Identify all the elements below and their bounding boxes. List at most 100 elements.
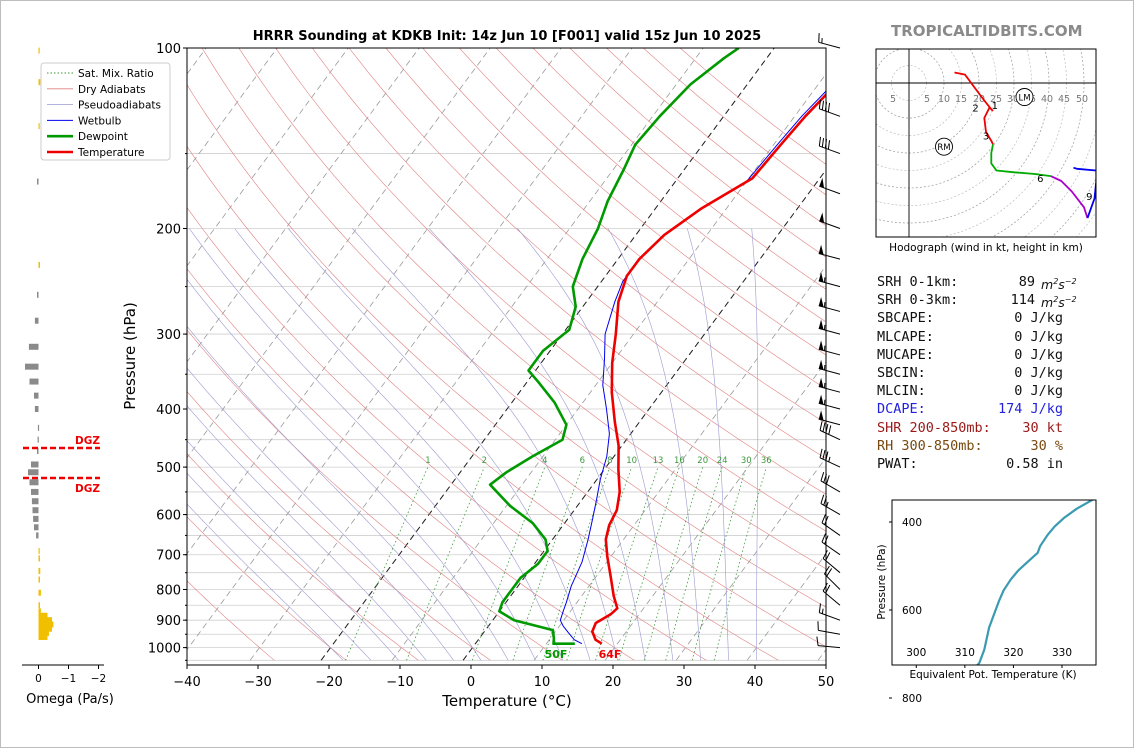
x-tick-label: 50 [818, 675, 835, 690]
mixing-ratio-line [566, 466, 633, 661]
mixing-ratio-line [644, 466, 704, 661]
isotherm-line [817, 648, 826, 661]
barb-shaft [819, 108, 841, 117]
pseudoadiabat [687, 228, 729, 661]
dry-adiabat [187, 580, 275, 661]
y-tick-label: 1000 [148, 642, 181, 657]
omega-bar [38, 633, 48, 640]
dry-adiabat [348, 48, 826, 459]
barb-shaft [819, 429, 841, 441]
mixing-ratio-label: 2 [482, 456, 487, 466]
barb-full [826, 475, 830, 485]
wind-barb [817, 621, 841, 635]
dry-adiabat [569, 48, 826, 258]
param-row: SBCIN: 0 J/kg [877, 364, 1097, 382]
omega-bar [28, 469, 39, 476]
omega-bar [37, 291, 39, 298]
hodo-ring [629, 0, 1134, 363]
param-value: 0 J/kg [1014, 328, 1063, 345]
hodo-segment [954, 71, 994, 112]
dry-adiabat [385, 48, 826, 424]
legend-label: Dewpoint [78, 131, 128, 143]
y-tick-label: 200 [156, 222, 181, 237]
x-tick-label: 30 [676, 675, 693, 690]
omega-bar [36, 532, 39, 539]
barb-half [826, 501, 829, 507]
barb-full [824, 101, 828, 112]
legend-label: Wetbulb [78, 115, 122, 127]
pseudoadiabat [517, 228, 674, 661]
x-tick-label: −30 [244, 675, 271, 690]
param-row: SRH 0-1km: 89 m2s−2 [877, 273, 1097, 292]
isotherm-line [187, 48, 562, 555]
theta-x-tick-label: 310 [955, 647, 975, 659]
param-row: SHR 200-850mb: 30 kt [877, 419, 1097, 437]
hodo-ring-label: 5 [924, 94, 930, 105]
storm-motion-label: LM [1018, 94, 1030, 104]
wind-barb [816, 636, 841, 649]
hodo-ring-label: 10 [938, 94, 950, 105]
dry-adiabat [187, 207, 707, 661]
y-axis-label: Pressure (hPa) [121, 302, 139, 410]
param-label: RH 300-850mb: [877, 437, 983, 454]
legend-label: Sat. Mix. Ratio [78, 68, 154, 80]
param-unit: m2s−2 [1041, 295, 1077, 311]
wind-barb [821, 533, 841, 556]
skewt-frame [186, 47, 827, 666]
param-value: 0.58 in [1006, 455, 1063, 472]
param-label: SBCAPE: [877, 310, 934, 327]
hodo-ring [647, 0, 1134, 346]
hodo-height-label: 1 [992, 101, 998, 112]
legend-label: Temperature [77, 147, 145, 159]
mixing-ratio-line [406, 466, 485, 661]
theta-x-axis-label: Equivalent Pot. Temperature (K) [909, 669, 1076, 681]
x-tick-label: −20 [315, 675, 342, 690]
omega-bar [31, 488, 39, 495]
hodo-height-label: 9 [1086, 192, 1092, 203]
mixing-ratio-label: 30 [741, 456, 752, 466]
pseudoadiabat [189, 228, 536, 661]
wind-barb [818, 377, 841, 393]
mixing-ratio-label: 13 [653, 456, 664, 466]
pseudoadiabat [187, 325, 482, 661]
mixing-ratio-line [713, 466, 767, 661]
param-value: 114 [1010, 292, 1035, 309]
barb-flag [819, 212, 825, 223]
hodo-ring-label: 30 [1007, 94, 1019, 105]
omega-bar [38, 629, 49, 636]
barb-full [827, 102, 831, 113]
isotherm-line [889, 48, 1134, 660]
wind-barb [818, 340, 841, 356]
wind-barb [818, 410, 841, 426]
dry-adiabat [187, 145, 779, 661]
mixing-ratio-label: 36 [761, 456, 772, 466]
param-row: SRH 0-3km: 114 m2s−2 [877, 291, 1097, 311]
theta-e-area [975, 500, 1095, 665]
mixing-ratio-label: 8 [607, 456, 612, 466]
barb-flag [818, 377, 824, 388]
hodograph-area: 5510152025303540455012369LMRM [629, 0, 1134, 363]
wind-barb [822, 582, 841, 606]
dry-adiabat [679, 48, 826, 165]
barb-shaft [818, 645, 841, 649]
dgz-label-bottom: DGZ [75, 483, 100, 495]
isotherm-line [187, 48, 633, 651]
omega-bar [38, 625, 52, 632]
barb-flag [818, 297, 824, 308]
barb-shaft [822, 558, 841, 574]
wind-barb [819, 421, 841, 441]
barb-flag [818, 319, 824, 330]
omega-bar [34, 317, 39, 324]
hodo-ring-label: 50 [1076, 94, 1088, 105]
pseudoadiabat [187, 503, 344, 661]
mixing-ratio-label: 1 [425, 456, 430, 466]
hodo-segment [990, 144, 1051, 177]
omega-tick-label: −1 [61, 673, 76, 685]
param-label: PWAT: [877, 455, 918, 472]
skewt-plot-area: 1 2 4 6 8 10 13 16 20 24 30 36 [187, 48, 1134, 661]
y-tick-label: 500 [156, 461, 181, 476]
barb-full [819, 421, 823, 431]
param-label: MLCIN: [877, 383, 926, 400]
dewpoint-profile [488, 48, 740, 645]
hodo-segment [983, 107, 994, 145]
